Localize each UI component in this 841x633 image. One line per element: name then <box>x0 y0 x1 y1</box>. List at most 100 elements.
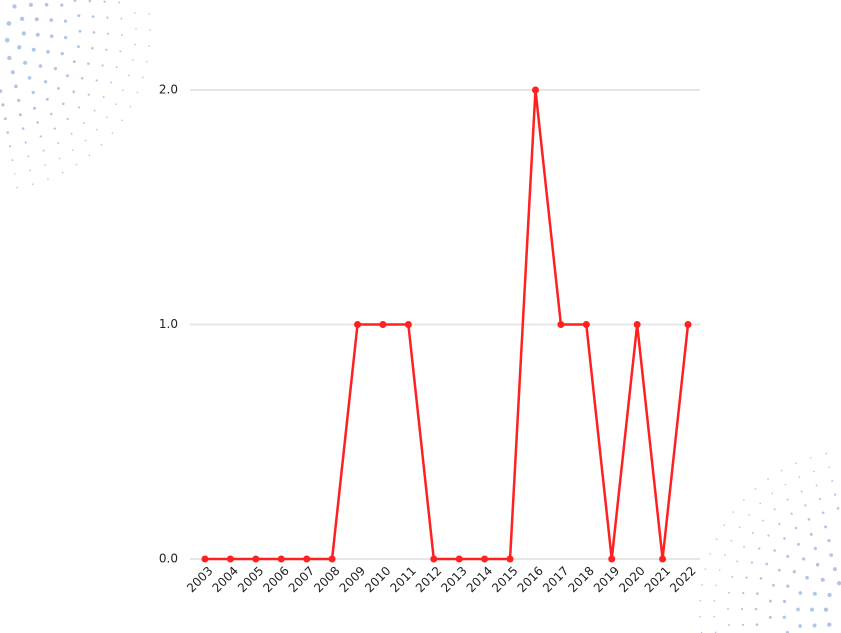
deco-dot <box>72 90 76 94</box>
deco-dot <box>115 66 118 69</box>
deco-dot <box>713 600 716 602</box>
deco-dot <box>743 499 745 501</box>
deco-dot <box>142 76 144 79</box>
deco-dot <box>93 109 96 112</box>
deco-dot <box>773 508 776 511</box>
deco-dot <box>58 157 61 160</box>
deco-dot <box>738 526 741 529</box>
deco-dot <box>750 561 754 564</box>
deco-dot <box>61 171 64 174</box>
deco-dot <box>754 488 757 490</box>
line <box>205 88 690 561</box>
deco-dot <box>92 31 96 34</box>
deco-dot <box>111 132 114 134</box>
deco-dot <box>23 60 28 65</box>
point <box>252 555 260 563</box>
deco-dot <box>66 117 69 120</box>
deco-dot <box>699 615 701 618</box>
deco-dot <box>42 149 45 152</box>
deco-dot <box>731 575 734 578</box>
deco-dot <box>88 154 91 157</box>
point <box>455 555 463 563</box>
point <box>608 555 616 563</box>
deco-dot <box>742 592 745 595</box>
deco-dot <box>27 155 30 158</box>
deco-dot <box>63 19 68 23</box>
x-tick-label: 2018 <box>565 564 596 595</box>
deco-dot <box>91 15 95 18</box>
deco-dot <box>767 478 769 480</box>
deco-dot <box>66 74 69 78</box>
deco-dot <box>723 524 726 527</box>
x-tick-label: 2008 <box>311 564 342 595</box>
deco-dot <box>21 31 27 36</box>
deco-dot <box>84 139 87 142</box>
deco-dot <box>101 64 104 67</box>
deco-dot <box>730 539 733 542</box>
deco-dot <box>49 34 54 39</box>
deco-dot <box>103 0 106 3</box>
deco-dot <box>87 93 90 96</box>
x-tick-label: 2015 <box>489 564 520 595</box>
deco-dot <box>783 537 786 540</box>
deco-dot <box>4 37 10 43</box>
deco-dot <box>756 592 759 595</box>
x-tick-label: 2020 <box>616 564 647 595</box>
deco-dot <box>120 17 123 20</box>
deco-dot <box>120 34 123 36</box>
deco-dot <box>771 492 774 495</box>
deco-dot <box>17 98 21 103</box>
x-tick-label: 2010 <box>362 564 393 595</box>
deco-dot <box>47 178 49 180</box>
deco-dot <box>798 476 801 478</box>
deco-dot <box>14 173 16 175</box>
point <box>531 86 539 94</box>
deco-dot <box>768 599 772 603</box>
deco-dot <box>132 59 134 61</box>
deco-dot <box>91 46 94 50</box>
deco-dot <box>38 64 43 68</box>
deco-dot <box>786 498 789 501</box>
deco-dot <box>759 502 762 505</box>
deco-dot <box>45 97 49 101</box>
x-tick-label: 2022 <box>667 564 698 595</box>
deco-dot <box>63 35 68 40</box>
deco-dot <box>19 16 25 22</box>
deco-dot <box>146 60 148 63</box>
deco-dot <box>102 96 105 99</box>
deco-dot <box>114 103 117 106</box>
deco-dot <box>35 32 40 37</box>
deco-dot <box>704 568 707 570</box>
x-tick-label: 2021 <box>642 564 673 595</box>
deco-dot <box>6 131 9 134</box>
deco-dot <box>812 623 817 628</box>
deco-dot <box>768 615 772 619</box>
deco-dot <box>813 546 818 551</box>
deco-dot <box>121 119 123 122</box>
point <box>379 321 387 328</box>
deco-dot <box>777 568 781 572</box>
deco-dot <box>57 142 60 145</box>
deco-dot <box>701 583 703 586</box>
deco-dot <box>87 62 90 65</box>
deco-dot <box>148 13 151 15</box>
deco-dot <box>809 532 813 536</box>
point <box>684 321 692 328</box>
deco-dot <box>727 607 729 610</box>
point <box>582 321 590 328</box>
deco-dot <box>106 16 109 19</box>
deco-dot <box>14 84 18 89</box>
deco-dot <box>821 511 825 515</box>
deco-dot <box>810 607 815 612</box>
deco-dot <box>53 66 58 71</box>
deco-dot <box>832 567 837 572</box>
deco-dot <box>796 607 800 612</box>
deco-dot <box>829 553 834 557</box>
deco-dot <box>795 462 797 465</box>
deco-dot <box>784 483 787 486</box>
deco-dot <box>27 75 32 80</box>
deco-dot <box>134 43 137 46</box>
deco-dot <box>786 584 790 588</box>
deco-dot <box>715 538 718 540</box>
